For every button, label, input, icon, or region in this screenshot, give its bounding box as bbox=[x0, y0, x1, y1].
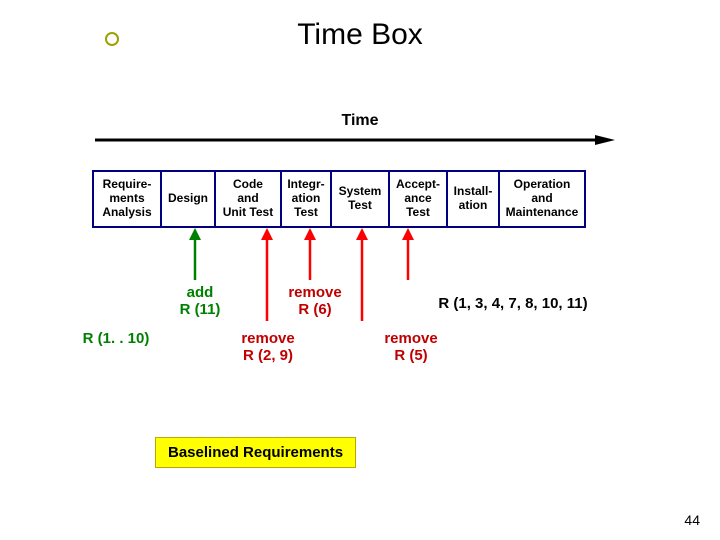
annotation-text: add R (11) bbox=[170, 284, 230, 319]
phase-cell: Operation and Maintenance bbox=[500, 172, 584, 226]
phase-cell: Accept- ance Test bbox=[390, 172, 448, 226]
baseline-requirements-box: Baselined Requirements bbox=[155, 437, 356, 468]
time-arrow bbox=[95, 132, 605, 142]
phase-cell: System Test bbox=[332, 172, 390, 226]
phase-cell: Code and Unit Test bbox=[216, 172, 282, 226]
phase-cell: Require- ments Analysis bbox=[94, 172, 162, 226]
phase-row: Require- ments AnalysisDesignCode and Un… bbox=[92, 170, 586, 228]
annotation-text: remove R (5) bbox=[378, 330, 444, 365]
change-arrow bbox=[402, 228, 414, 285]
page-title: Time Box bbox=[0, 18, 720, 52]
change-arrow bbox=[189, 228, 201, 285]
annotation-text: R (1, 3, 4, 7, 8, 10, 11) bbox=[408, 295, 618, 312]
annotation-text: remove R (6) bbox=[282, 284, 348, 319]
change-arrow bbox=[304, 228, 316, 285]
page-number: 44 bbox=[684, 512, 700, 528]
change-arrow bbox=[356, 228, 368, 326]
phase-cell: Install- ation bbox=[448, 172, 500, 226]
phase-cell: Design bbox=[162, 172, 216, 226]
change-arrow bbox=[261, 228, 273, 326]
phase-cell: Integr- ation Test bbox=[282, 172, 332, 226]
time-axis-label: Time bbox=[0, 112, 720, 130]
annotation-text: R (1. . 10) bbox=[76, 330, 156, 347]
annotation-text: remove R (2, 9) bbox=[232, 330, 304, 365]
